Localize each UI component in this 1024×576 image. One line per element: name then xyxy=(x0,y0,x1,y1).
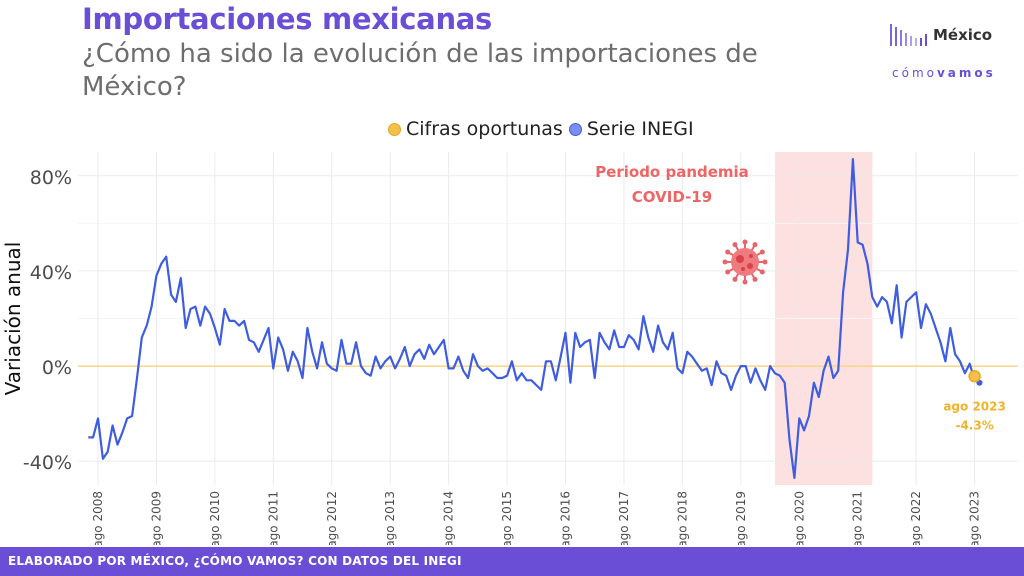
legend-marker-inegi xyxy=(568,122,582,136)
x-tick-label: ago 2010 xyxy=(208,491,222,545)
logo-tagline: cómovamos xyxy=(892,66,996,80)
x-tick-label: ago 2022 xyxy=(909,491,923,545)
import-variation-chart: -40% 0% 40% 80% ago 2008 ago 2009 ago 2010 ago … xyxy=(1,152,1018,545)
y-tick-label: -40% xyxy=(23,452,72,474)
point-cifras-oportunas xyxy=(968,370,981,383)
x-tick-label: ago 2015 xyxy=(500,491,514,545)
pandemic-label-line1: Periodo pandemia xyxy=(595,163,749,181)
x-tick-label: ago 2019 xyxy=(734,491,748,545)
y-tick-label: 40% xyxy=(30,262,72,284)
x-tick-label: ago 2018 xyxy=(675,491,689,545)
pandemic-label-line2: COVID-19 xyxy=(632,188,712,206)
x-tick-label: ago 2009 xyxy=(149,491,163,545)
legend-item-oportunas: Cifras oportunas xyxy=(388,118,563,140)
x-tick-label: ago 2011 xyxy=(266,491,280,545)
x-tick-label: ago 2016 xyxy=(559,491,573,545)
chart-legend: Cifras oportunas Serie INEGI xyxy=(388,118,700,140)
source-footer: ELABORADO POR MÉXICO, ¿CÓMO VAMOS? CON D… xyxy=(0,547,1024,576)
logo-sub-a: cómo xyxy=(892,66,937,80)
x-tick-label: ago 2014 xyxy=(442,491,456,545)
mexico-como-vamos-logo: México cómovamos xyxy=(890,22,1002,84)
legend-label-inegi: Serie INEGI xyxy=(586,118,694,140)
x-tick-label: ago 2008 xyxy=(91,491,105,545)
x-tick-label: ago 2021 xyxy=(851,491,865,545)
y-axis-title: Variación anual xyxy=(1,242,25,396)
virus-icon xyxy=(722,239,768,285)
logo-sub-b: vamos xyxy=(936,66,996,80)
legend-item-inegi: Serie INEGI xyxy=(568,118,694,140)
y-tick-label: 80% xyxy=(30,167,72,189)
x-tick-label: ago 2013 xyxy=(383,491,397,545)
oportunas-value-label: -4.3% xyxy=(955,418,993,432)
y-tick-label: 0% xyxy=(42,357,72,379)
legend-label-oportunas: Cifras oportunas xyxy=(406,118,563,140)
chart-title: Importaciones mexicanas xyxy=(82,2,493,36)
series-line-inegi xyxy=(88,158,980,479)
x-tick-label: ago 2020 xyxy=(792,491,806,545)
legend-marker-oportunas xyxy=(388,122,401,136)
x-tick-label: ago 2012 xyxy=(325,491,339,545)
bar-logo-icon xyxy=(890,24,927,46)
x-tick-label: ago 2023 xyxy=(968,491,982,545)
oportunas-date-label: ago 2023 xyxy=(943,399,1006,413)
logo-name: México xyxy=(933,26,993,44)
chart-subtitle: ¿Cómo ha sido la evolución de las import… xyxy=(82,39,758,102)
x-tick-label: ago 2017 xyxy=(617,491,631,545)
